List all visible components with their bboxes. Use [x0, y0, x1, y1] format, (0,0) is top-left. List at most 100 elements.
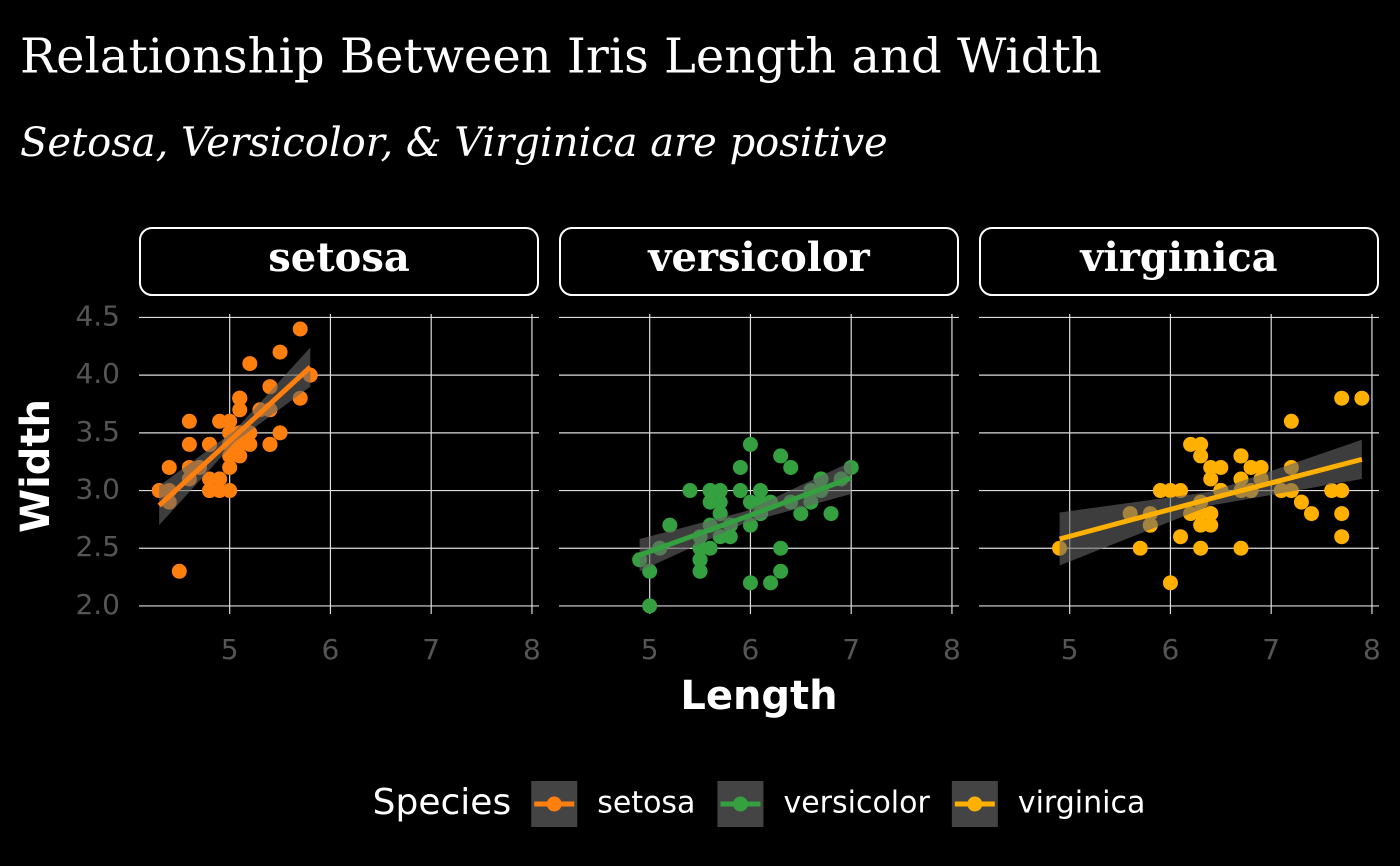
facet-label: virginica	[1079, 234, 1277, 281]
point	[732, 459, 748, 475]
point	[1334, 529, 1350, 545]
legend-key-point	[967, 796, 983, 812]
legend-label: virginica	[1018, 786, 1146, 821]
point	[272, 425, 288, 441]
point	[222, 448, 238, 464]
point	[232, 402, 248, 418]
point	[1173, 529, 1189, 545]
point	[1193, 448, 1209, 464]
point	[793, 506, 809, 522]
point	[753, 483, 769, 499]
legend-label: versicolor	[783, 786, 930, 821]
point	[742, 575, 758, 591]
confidence-band	[1059, 439, 1362, 566]
point	[1162, 575, 1178, 591]
legend-title: Species	[373, 782, 512, 823]
y-tick-label: 3.5	[75, 415, 120, 448]
point	[272, 344, 288, 360]
y-tick-label: 3.0	[75, 473, 120, 506]
point	[202, 483, 218, 499]
point	[732, 483, 748, 499]
point	[823, 506, 839, 522]
point	[642, 598, 658, 614]
point	[222, 459, 238, 475]
fit-line	[157, 365, 312, 508]
point	[1334, 506, 1350, 522]
point	[682, 483, 698, 499]
point	[1203, 459, 1219, 475]
point	[1303, 506, 1319, 522]
y-tick-label: 4.5	[75, 299, 120, 332]
point	[773, 448, 789, 464]
x-tick-label: 5	[641, 633, 659, 666]
point	[1203, 471, 1219, 487]
point	[712, 494, 728, 510]
point	[1152, 483, 1168, 499]
chart-title: Relationship Between Iris Length and Wid…	[20, 29, 1102, 85]
y-tick-label: 4.0	[75, 357, 120, 390]
facet-label: setosa	[268, 234, 410, 281]
point	[712, 483, 728, 499]
point	[1293, 494, 1309, 510]
facet-strip	[139, 227, 539, 296]
x-tick-label: 8	[1363, 633, 1381, 666]
chart-subtitle: Setosa, Versicolor, & Virginica are posi…	[20, 120, 888, 166]
y-axis-title: Width	[13, 399, 59, 533]
point	[292, 321, 308, 337]
x-axis-title: Length	[680, 673, 837, 719]
point	[171, 563, 187, 579]
x-tick-label: 6	[1162, 633, 1180, 666]
point	[1354, 390, 1370, 406]
point	[1334, 483, 1350, 499]
point	[1334, 390, 1350, 406]
legend: Species setosa versicolor virginica	[373, 781, 1146, 827]
point	[222, 483, 238, 499]
facet-strip	[979, 227, 1379, 296]
point	[1243, 459, 1259, 475]
point	[773, 563, 789, 579]
y-tick-label: 2.5	[75, 530, 120, 563]
point	[1193, 540, 1209, 556]
x-tick-label: 7	[842, 633, 860, 666]
point	[242, 356, 258, 372]
point	[232, 390, 248, 406]
fit-line	[638, 475, 853, 558]
point	[742, 436, 758, 452]
point	[161, 459, 177, 475]
point	[773, 540, 789, 556]
x-tick-label: 7	[1262, 633, 1280, 666]
y-tick-label: 2.0	[75, 588, 120, 621]
point	[692, 563, 708, 579]
x-tick-label: 5	[221, 633, 239, 666]
facet-strip	[559, 227, 959, 296]
point	[1233, 448, 1249, 464]
point	[742, 494, 758, 510]
point	[212, 413, 228, 429]
point	[212, 471, 228, 487]
point	[1233, 540, 1249, 556]
legend-key-point	[546, 796, 562, 812]
x-tick-label: 7	[422, 633, 440, 666]
point	[1193, 517, 1209, 533]
point	[1183, 436, 1199, 452]
point	[262, 436, 278, 452]
x-tick-label: 6	[322, 633, 340, 666]
facet-label: versicolor	[647, 234, 870, 281]
point	[1132, 540, 1148, 556]
point	[692, 552, 708, 568]
x-tick-label: 8	[943, 633, 961, 666]
point	[181, 436, 197, 452]
point	[181, 413, 197, 429]
legend-label: setosa	[597, 786, 695, 821]
x-tick-label: 6	[742, 633, 760, 666]
x-tick-label: 8	[523, 633, 541, 666]
point	[722, 529, 738, 545]
point	[662, 517, 678, 533]
fit-line	[1058, 456, 1363, 542]
point	[1283, 413, 1299, 429]
point	[763, 575, 779, 591]
legend-key-point	[732, 796, 748, 812]
x-tick-label: 5	[1061, 633, 1079, 666]
